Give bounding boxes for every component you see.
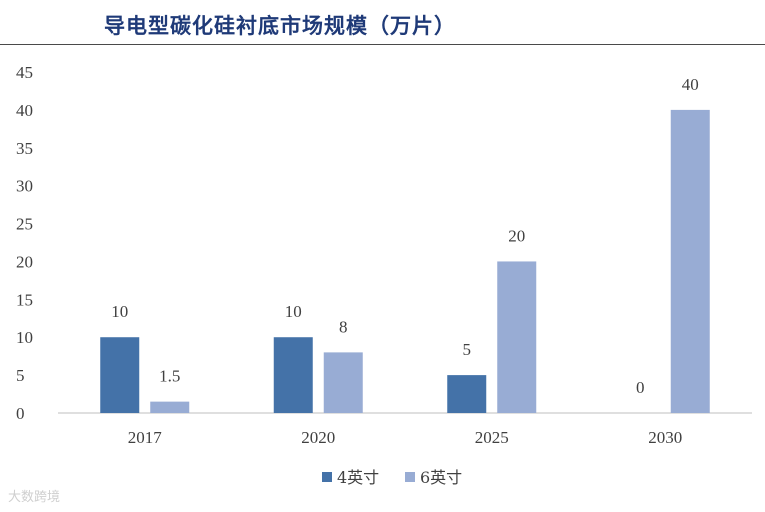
y-tick-label: 25 bbox=[16, 215, 33, 234]
y-tick-label: 20 bbox=[16, 252, 33, 271]
y-tick-label: 10 bbox=[16, 328, 33, 347]
title-divider bbox=[0, 44, 765, 45]
y-axis: 0 5 10 15 20 25 30 35 40 45 bbox=[16, 63, 33, 423]
legend-label: 4英寸 bbox=[337, 468, 379, 487]
data-label: 8 bbox=[339, 317, 348, 336]
legend-swatch bbox=[405, 472, 415, 482]
y-tick-label: 40 bbox=[16, 101, 33, 120]
y-tick-label: 35 bbox=[16, 139, 33, 158]
y-tick-label: 5 bbox=[16, 366, 25, 385]
data-label: 10 bbox=[111, 302, 128, 321]
bar-6英寸-2017 bbox=[150, 401, 190, 413]
x-tick-label: 2017 bbox=[128, 428, 163, 447]
bar-4英寸-2025 bbox=[447, 375, 487, 413]
data-label: 40 bbox=[682, 75, 699, 94]
data-label: 0 bbox=[636, 378, 645, 397]
y-tick-label: 45 bbox=[16, 63, 33, 82]
bar-4英寸-2017 bbox=[100, 337, 140, 413]
x-tick-label: 2025 bbox=[475, 428, 509, 447]
bars bbox=[100, 109, 710, 413]
legend-label: 6英寸 bbox=[420, 468, 462, 487]
y-tick-label: 15 bbox=[16, 290, 33, 309]
legend: 4英寸 6英寸 bbox=[322, 468, 462, 487]
bar-6英寸-2025 bbox=[497, 261, 537, 413]
y-tick-label: 0 bbox=[16, 404, 25, 423]
data-label: 5 bbox=[463, 340, 472, 359]
y-tick-label: 30 bbox=[16, 177, 33, 196]
x-tick-label: 2020 bbox=[301, 428, 335, 447]
data-labels: 10 1.5 10 8 5 20 0 40 bbox=[111, 75, 699, 397]
data-label: 1.5 bbox=[159, 367, 180, 386]
legend-swatch bbox=[322, 472, 332, 482]
bar-6英寸-2030 bbox=[670, 109, 710, 413]
bar-4英寸-2020 bbox=[273, 337, 313, 413]
chart-title: 导电型碳化硅衬底市场规模（万片） bbox=[104, 14, 456, 38]
data-label: 20 bbox=[508, 226, 525, 245]
bar-6英寸-2020 bbox=[323, 352, 363, 413]
data-label: 10 bbox=[285, 302, 302, 321]
x-axis: 2017 2020 2025 2030 bbox=[58, 412, 752, 447]
watermark: 大数跨境 bbox=[8, 490, 61, 505]
x-tick-label: 2030 bbox=[648, 428, 682, 447]
